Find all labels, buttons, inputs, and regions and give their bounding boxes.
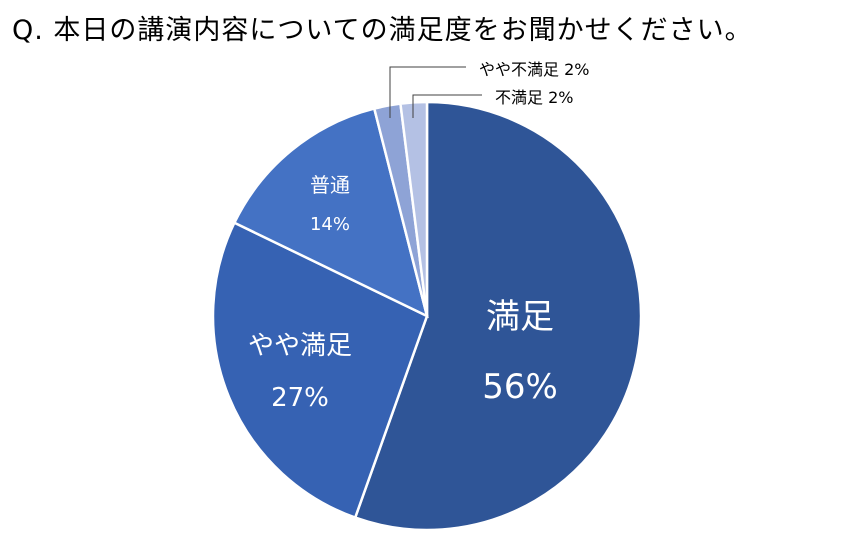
- slice-label-percent: 14%: [310, 214, 350, 235]
- slice-label-outside: 不満足 2%: [495, 88, 573, 107]
- question-title: Q. 本日の講演内容についての満足度をお聞かせください。: [12, 15, 753, 46]
- slice-label-name: 普通: [310, 173, 350, 197]
- pie-slice-2: [211, 221, 429, 520]
- slice-label-percent: 27%: [271, 383, 329, 413]
- slice-label-name: やや満足: [248, 331, 352, 361]
- pie-slice-5: [399, 100, 429, 317]
- leader-line: [389, 66, 466, 118]
- pie-slice-1: [353, 100, 643, 532]
- slice-label-outside: やや不満足 2%: [479, 60, 589, 79]
- slice-label-name: 満足: [486, 297, 554, 337]
- pie-slice-3: [232, 107, 429, 319]
- leader-line: [412, 94, 482, 118]
- slice-label-percent: 56%: [482, 367, 558, 407]
